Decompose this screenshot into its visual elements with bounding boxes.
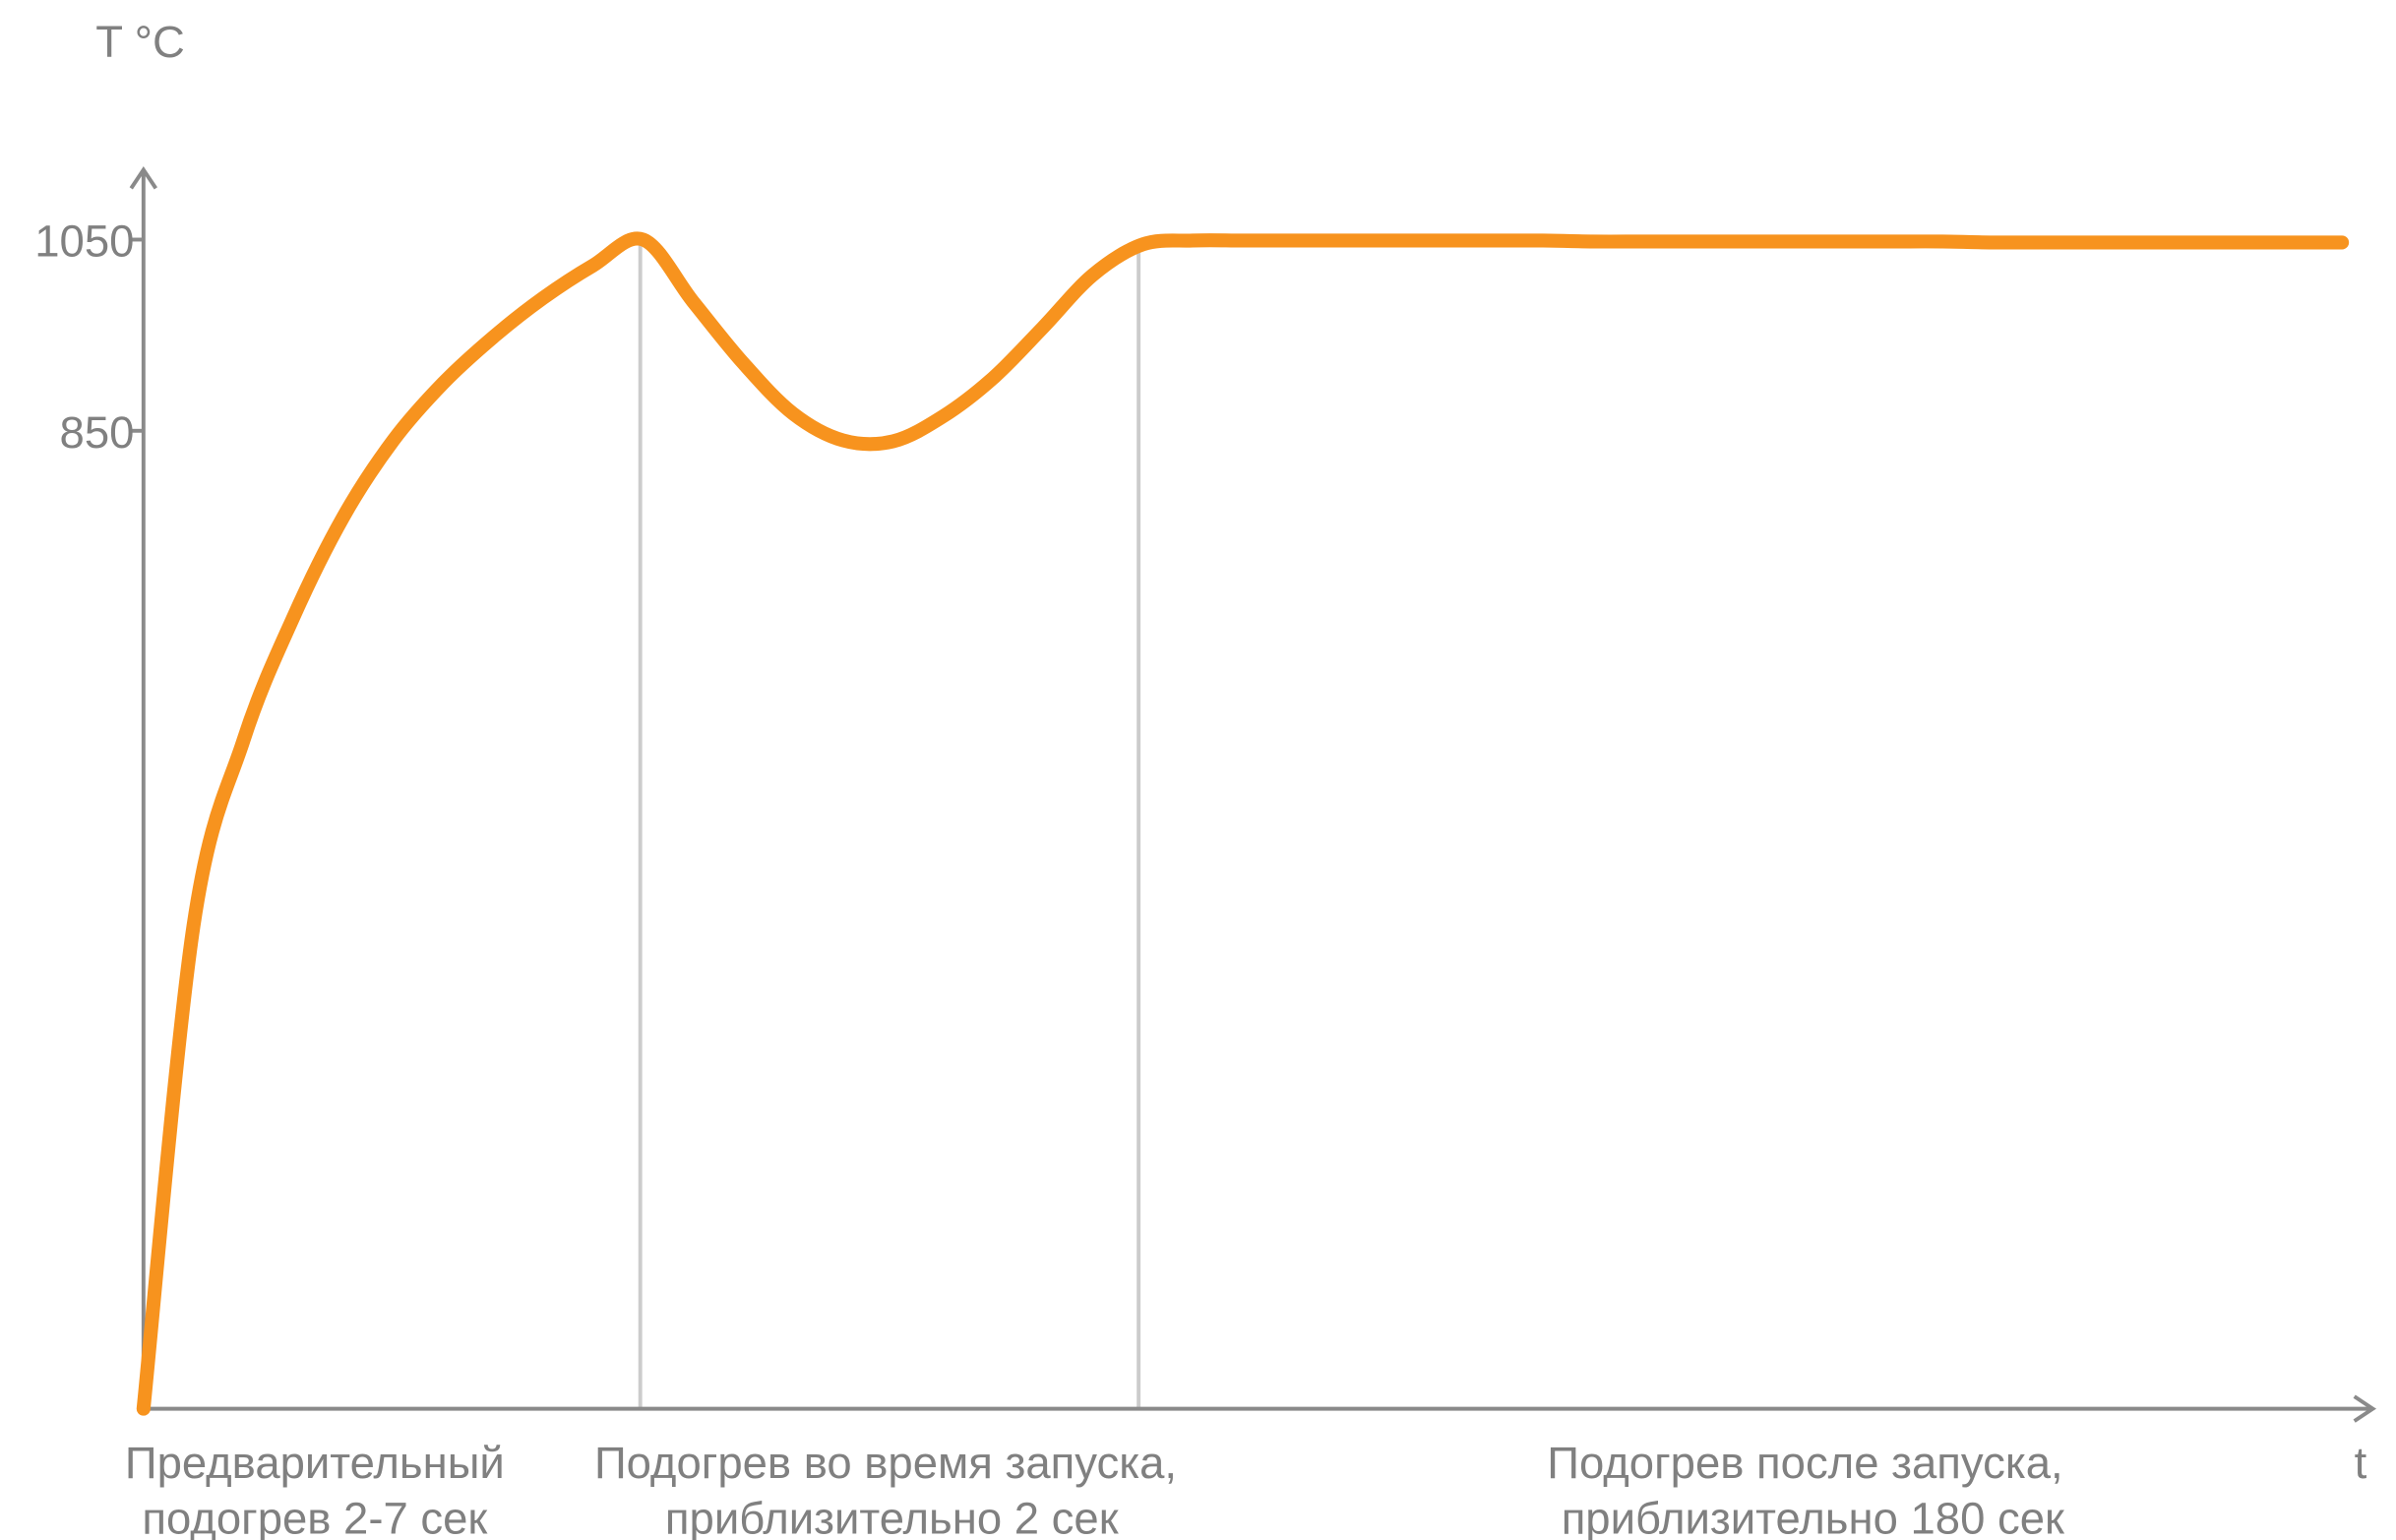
phase-label: Подогрев во время запуска,	[594, 1438, 1177, 1488]
phase-label: подогрев 2-7 сек	[142, 1494, 488, 1540]
phase-label: Подогрев после запуска,	[1547, 1438, 2062, 1488]
y-tick-label: 1050	[34, 216, 134, 267]
phase-label: приблизительно 2 сек	[665, 1494, 1120, 1540]
x-axis-label: t	[2355, 1438, 2367, 1488]
y-axis	[129, 166, 157, 1409]
x-axis	[143, 1394, 2377, 1423]
phase-label: приблизительно 180 сек	[1562, 1494, 2065, 1540]
phase-label: Предварительный	[125, 1438, 505, 1488]
temperature-line	[136, 231, 2350, 1416]
y-axis-label: T °C	[95, 17, 185, 67]
y-tick-label: 850	[60, 407, 135, 458]
